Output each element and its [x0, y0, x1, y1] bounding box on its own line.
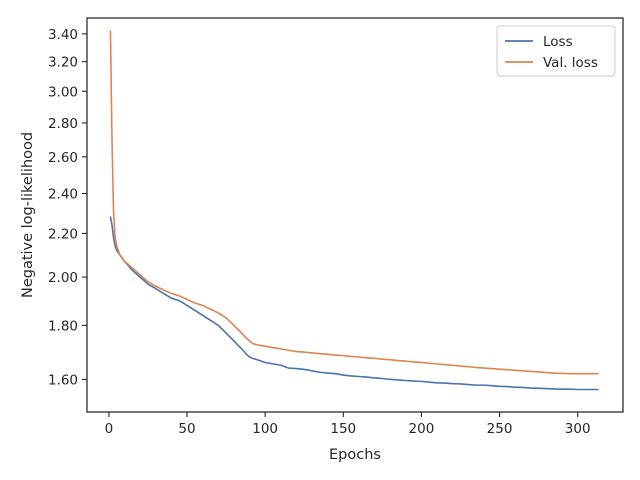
- x-tick-label: 250: [487, 421, 513, 437]
- x-tick-label: 0: [105, 421, 114, 437]
- y-tick-label: 3.40: [48, 27, 78, 43]
- series-layer: [109, 30, 599, 391]
- y-axis-title: Negative log-likelihood: [20, 132, 36, 298]
- series-line-loss: [109, 216, 599, 391]
- y-tick-label: 2.60: [48, 150, 78, 166]
- series-line-val-loss: [109, 30, 599, 375]
- y-tick-label: 2.20: [48, 226, 78, 242]
- y-tick-label: 2.40: [48, 187, 78, 203]
- y-tick-label: 3.20: [48, 55, 78, 71]
- x-tick-label: 100: [252, 421, 278, 437]
- y-tick-label: 2.80: [48, 116, 78, 132]
- y-axis: 1.60 1.80 2.00 2.20 2.40 2.60 2.80 3.00 3.20 3.40: [48, 27, 87, 388]
- legend-box: [496, 25, 616, 77]
- x-axis: 0 50 100 150 200 250 300: [105, 412, 591, 437]
- legend-label: Loss: [543, 34, 573, 50]
- y-tick-label: 1.60: [48, 372, 78, 388]
- x-tick-label: 300: [565, 421, 591, 437]
- x-axis-title: Epochs: [329, 447, 381, 463]
- legend: Loss Val. loss: [496, 25, 616, 77]
- x-tick-label: 150: [330, 421, 356, 437]
- plot-frame: [86, 17, 624, 413]
- x-tick-label: 200: [409, 421, 435, 437]
- legend-label: Val. loss: [543, 55, 598, 71]
- y-tick-label: 1.80: [48, 318, 78, 334]
- y-tick-label: 2.00: [48, 270, 78, 286]
- y-tick-label: 3.00: [48, 84, 78, 100]
- x-tick-label: 50: [178, 421, 195, 437]
